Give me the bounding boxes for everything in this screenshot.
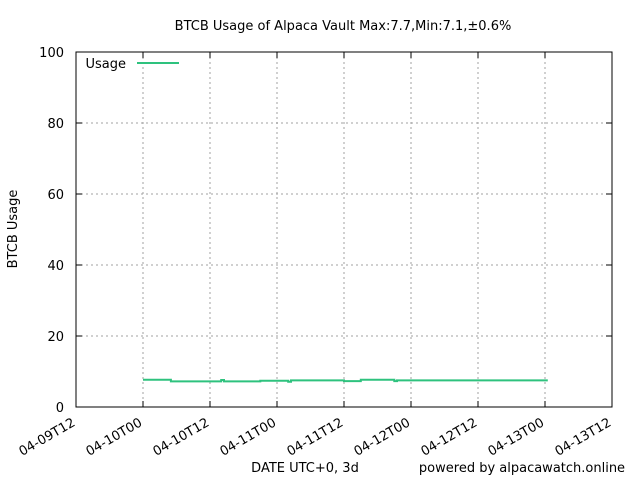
x-tick-label: 04-12T12 [419,415,480,459]
y-tick-label: 80 [47,117,64,132]
chart-title: BTCB Usage of Alpaca Vault Max:7.7,Min:7… [175,19,512,34]
x-tick-label: 04-13T12 [553,415,614,459]
x-tick-label: 04-11T12 [285,415,346,459]
series-line-usage [143,378,548,383]
y-tick-label: 100 [39,46,64,61]
series-layer [143,378,548,383]
x-tick-label: 04-10T00 [84,415,145,459]
y-axis-label: BTCB Usage [6,190,21,269]
x-tick-label: 04-11T00 [218,415,279,459]
y-axis: 0 20 40 60 80 100 [39,46,612,416]
x-tick-label: 04-12T00 [352,415,413,459]
legend-label: Usage [85,57,126,72]
x-tick-label: 04-09T12 [17,415,78,459]
y-tick-label: 0 [56,401,64,416]
y-tick-label: 60 [47,188,64,203]
y-tick-label: 20 [47,330,64,345]
footer-credit: powered by alpacawatch.online [419,461,625,476]
x-axis-label: DATE UTC+0, 3d [251,461,359,476]
x-tick-label: 04-13T00 [486,415,547,459]
legend: Usage [85,57,179,72]
y-tick-label: 40 [47,259,64,274]
grid-lines [76,52,612,407]
x-tick-label: 04-10T12 [151,415,212,459]
x-axis: 04-09T12 04-10T00 04-10T12 04-11T00 04-11T12… [17,52,614,460]
